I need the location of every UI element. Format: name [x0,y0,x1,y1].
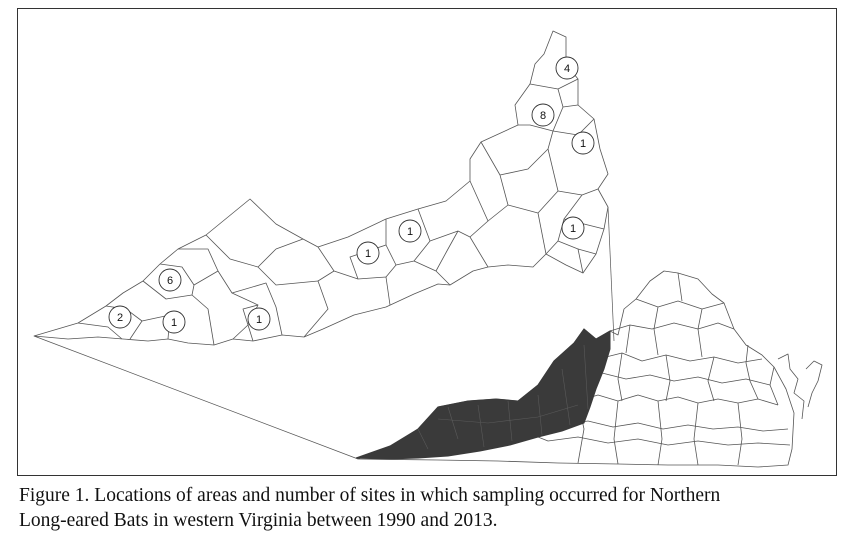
county-count-label: 8 [540,110,546,122]
study-area-highlight [355,328,611,460]
county-count-g: 6 [158,268,182,292]
county-count-h: 2 [108,305,132,329]
county-count-f: 1 [356,241,380,265]
inset-outline [33,30,609,346]
county-count-label: 4 [564,63,570,75]
county-count-i: 1 [162,310,186,334]
county-count-b: 8 [531,103,555,127]
virginia-map: 4 8 1 1 1 1 6 [33,30,823,468]
county-count-label: 1 [407,226,413,238]
county-count-e: 1 [398,219,422,243]
county-count-label: 2 [117,312,123,324]
county-count-label: 1 [365,248,371,260]
county-count-label: 1 [570,223,576,235]
map-frame: 4 8 1 1 1 1 6 [17,8,837,476]
county-count-a: 4 [555,56,579,80]
county-count-d: 1 [561,216,585,240]
county-count-j: 1 [247,307,271,331]
county-count-c: 1 [571,131,595,155]
county-count-label: 1 [171,317,177,329]
caption-line-1: Figure 1. Locations of areas and number … [19,485,721,506]
county-count-label: 6 [167,275,173,287]
county-count-label: 1 [256,314,262,326]
county-count-label: 1 [580,138,586,150]
caption-line-2: Long-eared Bats in western Virginia betw… [19,510,498,531]
figure-caption: Figure 1. Locations of areas and number … [19,483,849,533]
county-counts: 4 8 1 1 1 1 6 [108,56,595,334]
